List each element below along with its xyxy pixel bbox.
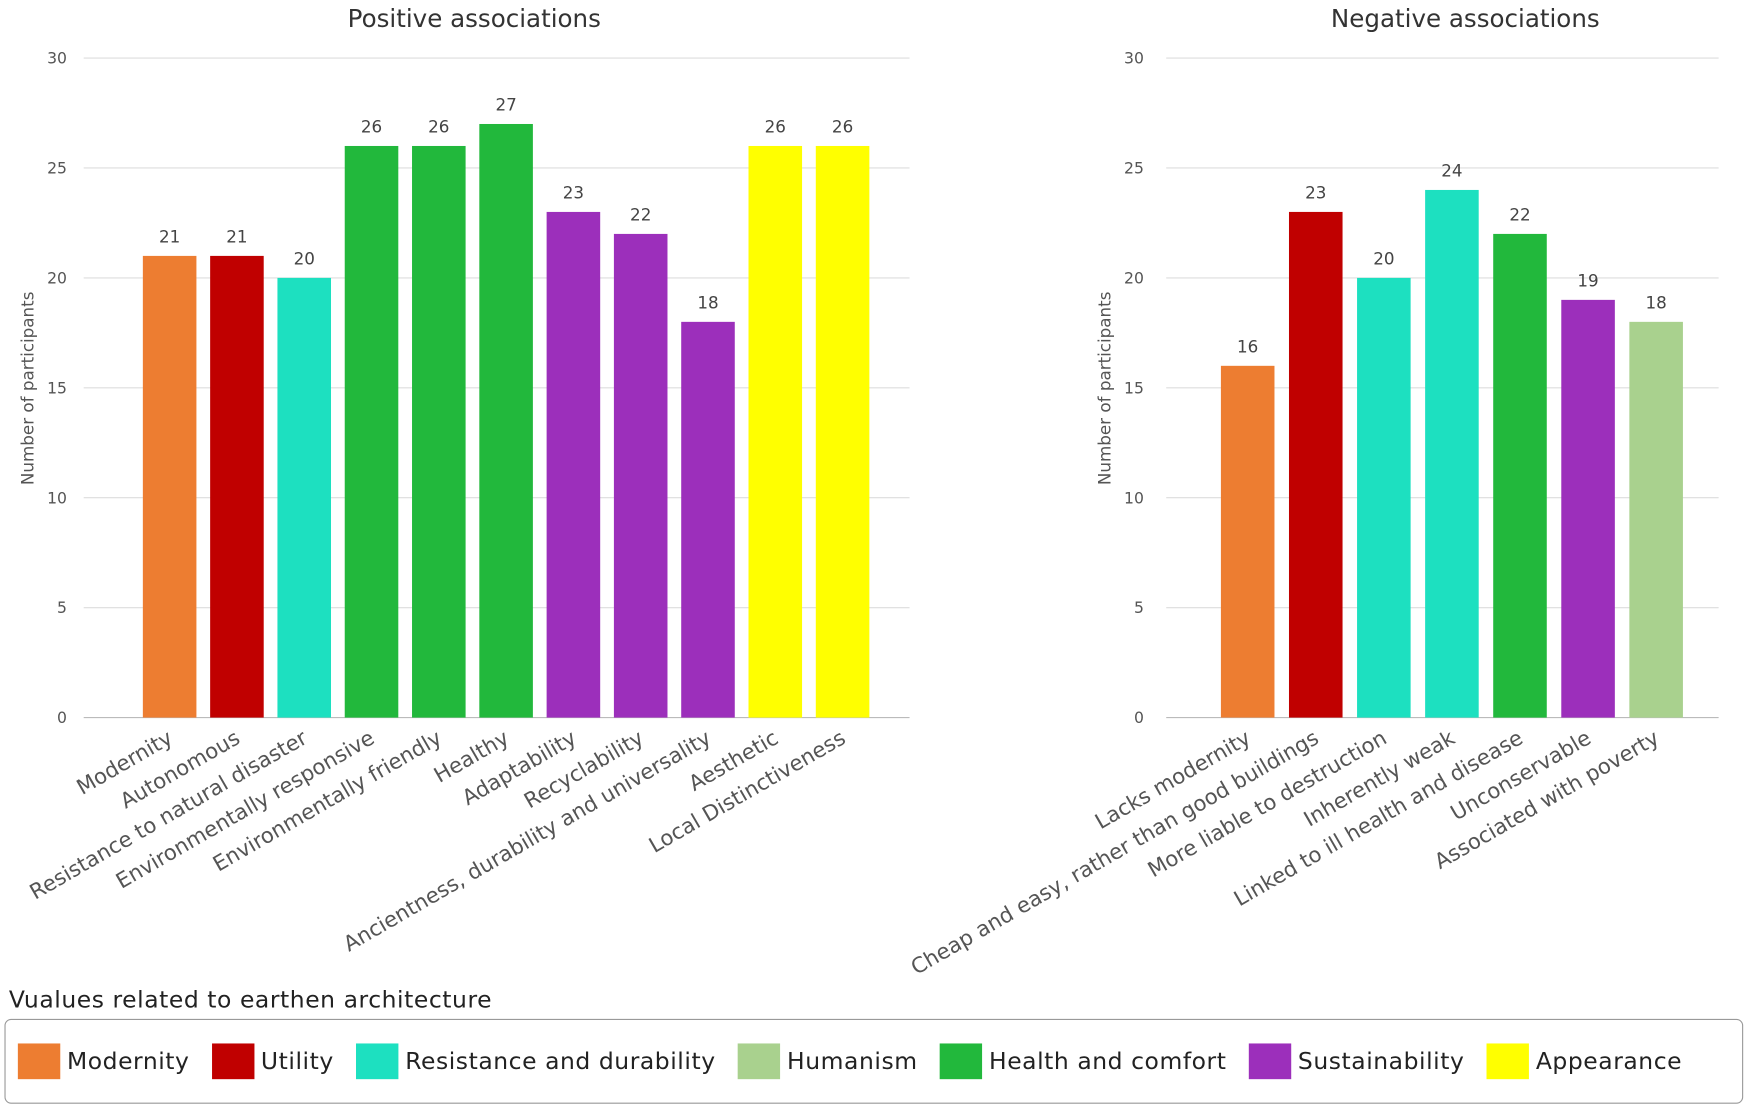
legend-swatch [737,1043,781,1080]
legend-label: Utility [260,1047,334,1075]
bar [815,145,870,718]
x-tick-label: Cheap and easy, rather than good buildin… [906,725,1322,980]
y-axis-title: Number of participants [17,292,37,486]
data-label: 22 [630,205,651,225]
data-label: 24 [1441,161,1462,181]
data-label: 26 [832,117,853,137]
legend-item: Humanism [737,1043,918,1080]
bar [210,255,264,718]
x-tick-label: Resistance to natural disaster [25,725,311,905]
bar [681,321,735,718]
bar [344,145,399,718]
data-label: 20 [294,248,315,268]
y-tick-label: 20 [47,269,67,287]
y-tick-label: 0 [1134,709,1144,727]
bar [142,255,197,718]
chart-title: Negative associations [1331,4,1600,33]
legend-title: Vualues related to earthen architecture [8,986,493,1014]
bar [277,277,332,718]
y-tick-label: 20 [1124,269,1144,287]
y-tick-label: 5 [57,599,67,617]
bar [1561,299,1615,718]
y-tick-label: 0 [57,709,67,727]
legend-item: Modernity [17,1043,190,1080]
legend-swatch [1486,1043,1530,1080]
bar [1357,277,1411,718]
data-label: 18 [697,292,718,312]
y-tick-label: 5 [1134,599,1144,617]
y-tick-label: 15 [47,379,67,397]
legend-swatch [17,1043,61,1080]
data-label: 22 [1509,205,1530,225]
y-tick-label: 10 [47,489,67,507]
charts-svg: Positive associations 0 5 10 15 20 25 30 Number … [17,4,1719,980]
legend-label: Modernity [66,1047,190,1075]
y-tick-label: 25 [47,160,67,178]
bar [1493,233,1547,718]
data-label: 21 [226,227,247,247]
y-tick-label: 30 [47,50,67,68]
bar [546,211,601,718]
data-label: 19 [1577,270,1598,290]
data-label: 26 [428,117,449,137]
y-tick-label: 30 [1124,50,1144,68]
legend-swatch [939,1043,983,1080]
y-tick-label: 15 [1124,379,1144,397]
bar [412,145,466,718]
legend-label: Health and comfort [989,1047,1227,1075]
legend-item: Health and comfort [939,1043,1227,1080]
legend-label: Appearance [1535,1047,1683,1075]
legend-item: Resistance and durability [356,1043,716,1080]
data-label: 23 [563,183,584,203]
legend-item: Sustainability [1248,1043,1465,1080]
legend-label: Sustainability [1297,1047,1465,1075]
y-axis-title: Number of participants [1094,292,1114,486]
bar [1288,211,1343,718]
legend-item: Utility [211,1043,334,1080]
data-label: 21 [159,227,180,247]
data-label: 20 [1373,248,1394,268]
legend-label: Resistance and durability [405,1047,716,1075]
data-label: 26 [361,117,382,137]
bar [1220,365,1275,718]
legend-item: Appearance [1486,1043,1683,1080]
data-label: 27 [495,95,516,115]
y-tick-label: 25 [1124,160,1144,178]
chart-title: Positive associations [348,4,601,33]
bar [748,145,803,718]
bar [613,233,668,718]
legend-swatch [1248,1043,1292,1080]
data-label: 18 [1645,292,1666,312]
legend: Modernity Utility Resistance and durabilit… [4,1018,1744,1104]
data-label: 16 [1237,336,1258,356]
legend-swatch [211,1043,255,1080]
bar [1425,189,1479,718]
bar [479,123,533,718]
legend-swatch [356,1043,399,1080]
legend-label: Humanism [787,1047,918,1075]
data-label: 23 [1305,183,1326,203]
data-label: 26 [765,117,786,137]
bar [1629,321,1683,718]
y-tick-label: 10 [1124,489,1144,507]
